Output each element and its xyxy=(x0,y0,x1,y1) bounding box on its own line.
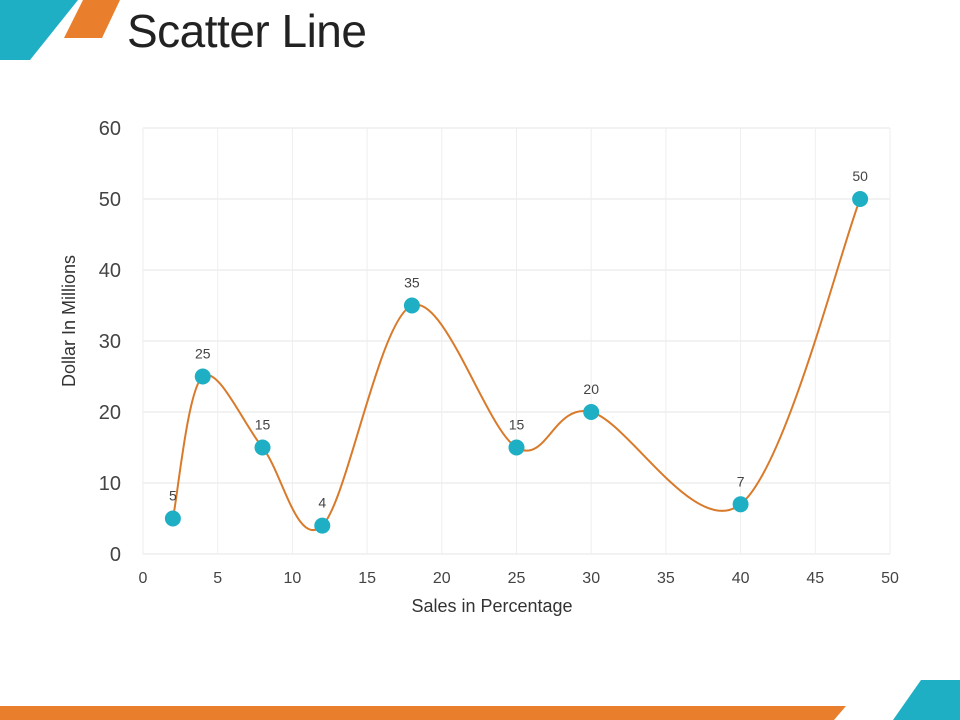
y-tick-label: 60 xyxy=(99,118,121,140)
x-axis-ticks: 0 5 10 15 20 25 30 35 40 45 50 xyxy=(139,570,899,587)
x-tick-label: 0 xyxy=(139,570,148,587)
bottom-right-teal-shape xyxy=(893,680,960,720)
slide-title: Scatter Line xyxy=(127,5,367,57)
x-tick-label: 50 xyxy=(881,570,899,587)
x-tick-label: 45 xyxy=(806,570,824,587)
y-tick-label: 20 xyxy=(99,402,121,424)
x-tick-label: 10 xyxy=(284,570,302,587)
data-point xyxy=(852,191,869,207)
y-tick-label: 10 xyxy=(99,473,121,495)
data-point xyxy=(583,404,600,420)
y-tick-label: 40 xyxy=(99,260,121,282)
data-point xyxy=(314,517,331,534)
y-axis-ticks: 0 10 20 30 40 50 60 xyxy=(99,118,121,566)
x-tick-label: 5 xyxy=(213,570,222,587)
y-tick-label: 0 xyxy=(110,544,121,566)
data-point xyxy=(508,439,525,456)
chart-gridlines xyxy=(142,127,891,555)
data-point xyxy=(254,439,271,456)
data-label: 25 xyxy=(195,346,211,362)
top-left-orange-shape xyxy=(64,0,120,38)
data-label: 35 xyxy=(404,275,420,291)
series-points xyxy=(164,191,869,534)
bottom-orange-bar xyxy=(0,706,846,720)
data-point xyxy=(732,496,749,513)
data-point xyxy=(194,368,211,385)
x-tick-label: 15 xyxy=(358,570,376,587)
data-label: 15 xyxy=(255,417,271,433)
x-axis-title: Sales in Percentage xyxy=(411,596,572,616)
x-tick-label: 30 xyxy=(582,570,600,587)
data-label: 5 xyxy=(169,488,177,504)
x-tick-label: 35 xyxy=(657,570,675,587)
data-labels: 5 25 15 4 35 15 20 7 50 xyxy=(169,168,868,511)
data-label: 15 xyxy=(509,417,525,433)
data-point xyxy=(164,510,181,527)
data-label: 50 xyxy=(852,168,868,184)
x-tick-label: 20 xyxy=(433,570,451,587)
y-axis-title: Dollar In Millions xyxy=(59,255,79,387)
x-tick-label: 25 xyxy=(508,570,526,587)
data-label: 4 xyxy=(318,495,326,511)
y-tick-label: 30 xyxy=(99,331,121,353)
y-tick-label: 50 xyxy=(99,189,121,211)
x-tick-label: 40 xyxy=(732,570,750,587)
data-point xyxy=(403,297,420,314)
top-left-teal-shape xyxy=(0,0,78,60)
data-label: 7 xyxy=(737,473,745,489)
data-label: 20 xyxy=(583,381,599,397)
